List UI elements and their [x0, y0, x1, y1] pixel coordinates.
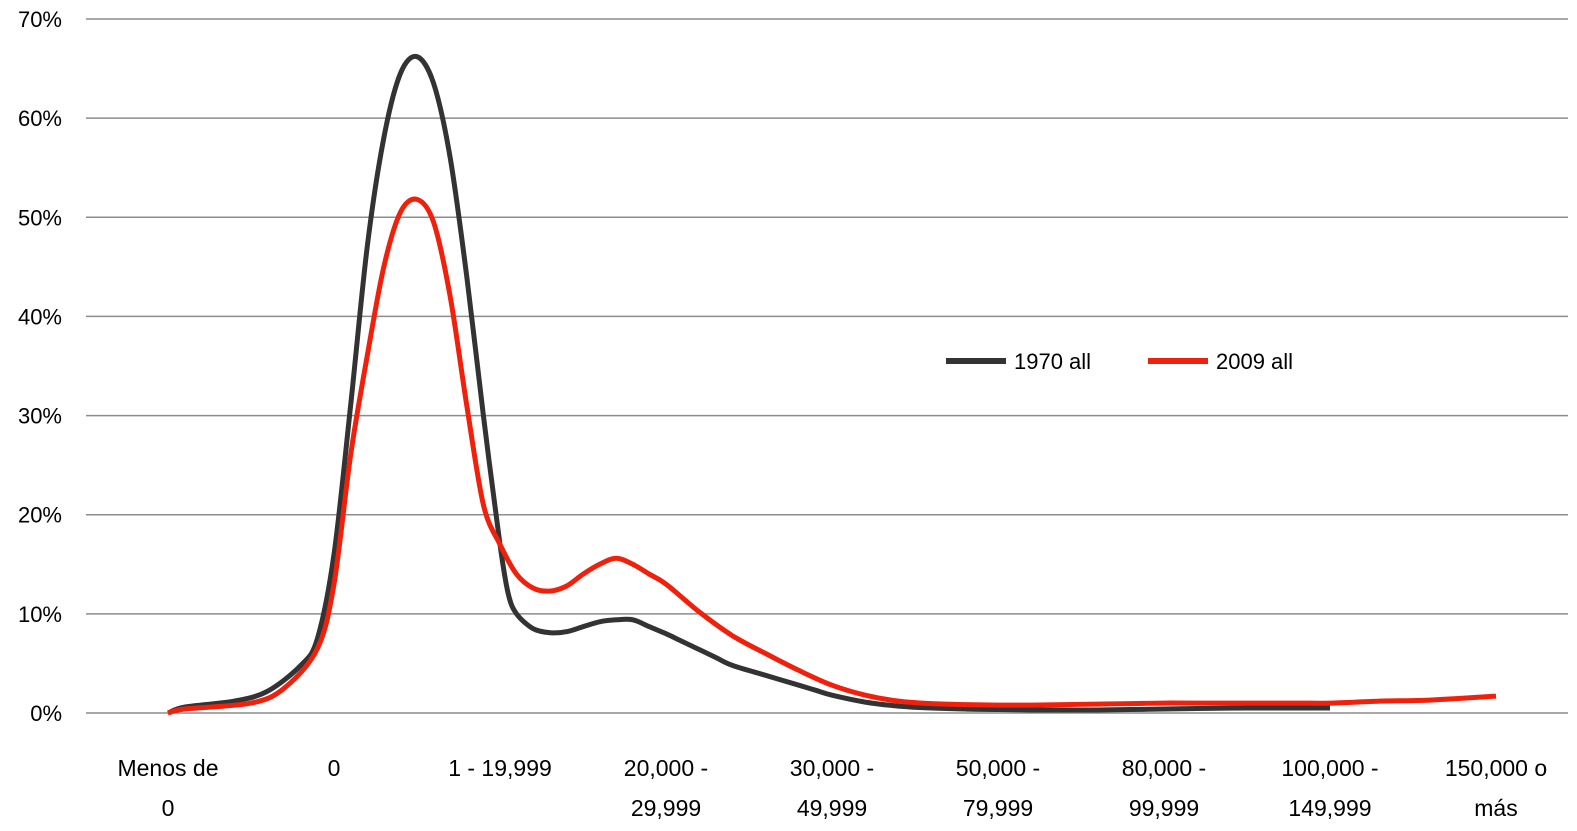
x-category-label-line: 0 [162, 795, 175, 821]
legend-label: 1970 all [1014, 349, 1091, 374]
x-category-label-line: 29,999 [631, 795, 701, 821]
legend-label: 2009 all [1216, 349, 1293, 374]
y-tick-label: 20% [18, 503, 62, 528]
x-category-label: 100,000 - 149,999 [1281, 755, 1378, 821]
x-category-label: 30,000 - 49,999 [790, 755, 874, 821]
x-axis-category-labels: Menos de 0 0 1 - 19,999 20,000 - 29,999 30,000… [117, 755, 1547, 821]
y-tick-label: 40% [18, 304, 62, 329]
x-category-label-line: más [1474, 795, 1517, 821]
x-category-label-line: 100,000 - [1281, 755, 1378, 781]
x-category-label-line: 149,999 [1288, 795, 1371, 821]
series-lines [167, 53, 1497, 716]
y-tick-label: 60% [18, 106, 62, 131]
x-category-label-line: 1 - 19,999 [448, 755, 552, 781]
x-category-label-line: 50,000 - [956, 755, 1040, 781]
x-category-label: 0 [328, 755, 341, 781]
x-category-label-line: Menos de [117, 755, 218, 781]
legend-item: 2009 all [1148, 349, 1293, 374]
y-tick-label: 70% [18, 7, 62, 32]
x-category-label: Menos de 0 [117, 755, 218, 821]
x-category-label-line: 150,000 o [1445, 755, 1547, 781]
x-category-label: 20,000 - 29,999 [624, 755, 708, 821]
y-tick-label: 0% [30, 701, 62, 726]
legend-item: 1970 all [946, 349, 1091, 374]
x-category-label-line: 80,000 - [1122, 755, 1206, 781]
x-category-label: 50,000 - 79,999 [956, 755, 1040, 821]
x-category-label: 150,000 o más [1445, 755, 1547, 821]
y-tick-label: 10% [18, 602, 62, 627]
series-line-1970 [167, 53, 1330, 716]
legend: 1970 all 2009 all [946, 349, 1293, 374]
x-category-label: 80,000 - 99,999 [1122, 755, 1206, 821]
y-tick-label: 30% [18, 404, 62, 429]
x-category-label-line: 49,999 [797, 795, 867, 821]
x-category-label: 1 - 19,999 [448, 755, 552, 781]
x-category-label-line: 79,999 [963, 795, 1033, 821]
x-category-label-line: 30,000 - [790, 755, 874, 781]
y-axis-tick-labels: 0% 10% 20% 30% 40% 50% 60% 70% [18, 7, 62, 726]
y-tick-label: 50% [18, 205, 62, 230]
series-line-2009 [167, 196, 1497, 716]
x-category-label-line: 20,000 - [624, 755, 708, 781]
x-category-label-line: 0 [328, 755, 341, 781]
gridlines [86, 18, 1568, 714]
x-category-label-line: 99,999 [1129, 795, 1199, 821]
